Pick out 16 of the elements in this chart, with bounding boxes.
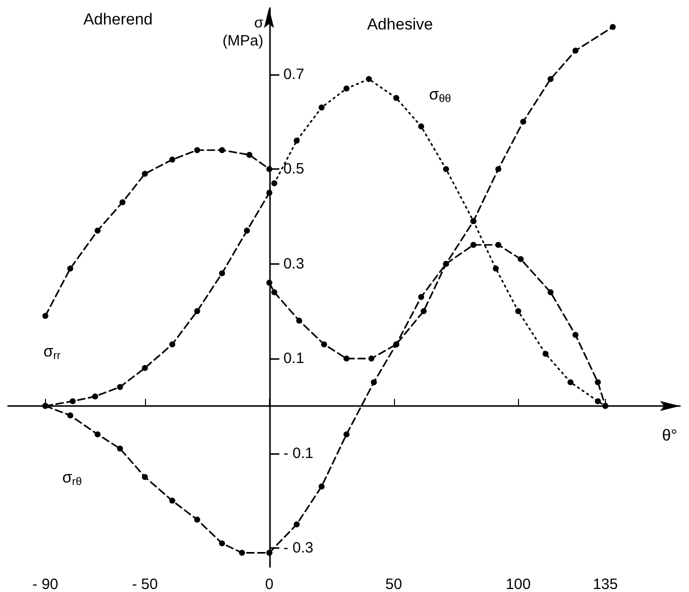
x-tick-label: 50 — [385, 576, 402, 592]
y-tick-label: 0.7 — [283, 66, 304, 83]
annotation: Adherend — [83, 12, 153, 28]
x-axis-title: θ° — [662, 427, 678, 444]
x-tick-label: - 50 — [132, 576, 158, 592]
y-tick-label: - 0.3 — [283, 540, 314, 557]
y-tick-label: 0.5 — [283, 160, 304, 178]
y-tick-label: 0.1 — [283, 350, 304, 368]
x-tick-label: - 90 — [32, 576, 58, 592]
y-axis-title: σ (MPa) — [222, 14, 264, 50]
x-tick-label: 0 — [265, 576, 274, 592]
y-tick-label: - 0.1 — [283, 444, 314, 462]
annotation: Adhesive — [367, 16, 434, 34]
x-tick-label: 135 — [592, 576, 618, 592]
x-tick-label: 100 — [506, 576, 531, 592]
y-tick-label: 0.3 — [283, 255, 304, 272]
